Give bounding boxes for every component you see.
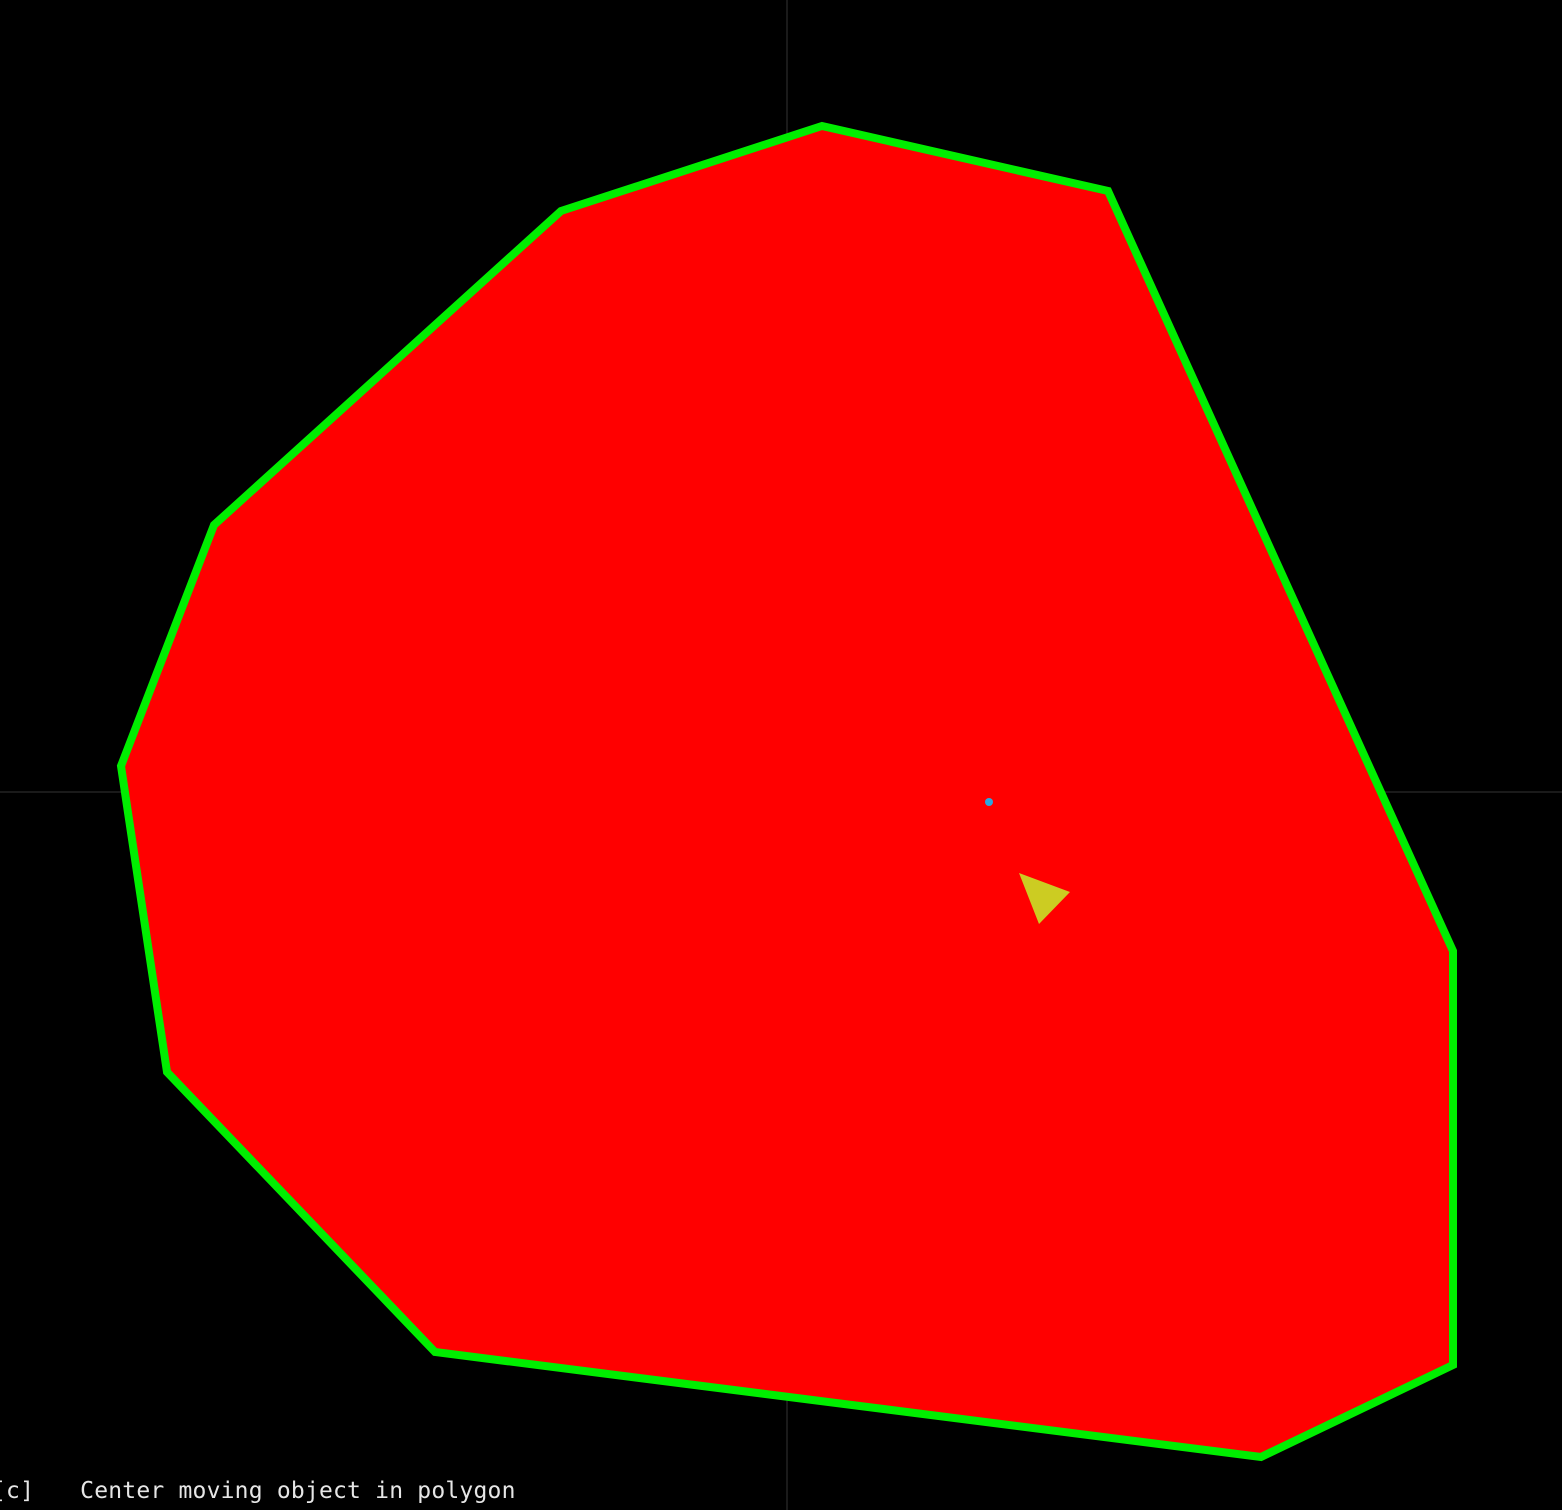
help-key: [c]: [0, 1478, 35, 1504]
help-description: Center moving object in polygon: [80, 1478, 516, 1504]
polygon-region[interactable]: [116, 121, 1457, 1462]
keyboard-help-line: [c] Center moving object in polygon: [0, 1477, 516, 1505]
triangle-moving-object[interactable]: [1019, 873, 1070, 924]
polygon-center-point: [985, 798, 993, 806]
